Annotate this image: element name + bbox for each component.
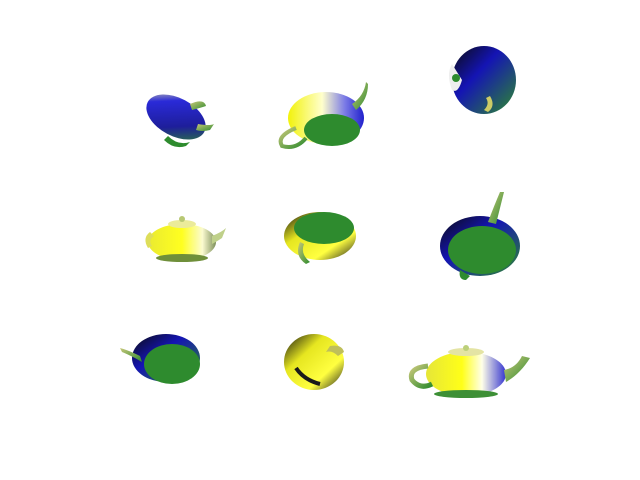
teapot-2 bbox=[278, 82, 368, 149]
teapot-1 bbox=[146, 94, 214, 148]
teapot-9 bbox=[408, 345, 530, 398]
teapot-8 bbox=[284, 334, 344, 390]
teapot-4 bbox=[145, 216, 226, 262]
teapot-3 bbox=[449, 46, 516, 114]
teapot-7 bbox=[120, 334, 200, 384]
teapot-5 bbox=[284, 212, 356, 264]
teapot-6 bbox=[440, 192, 520, 280]
